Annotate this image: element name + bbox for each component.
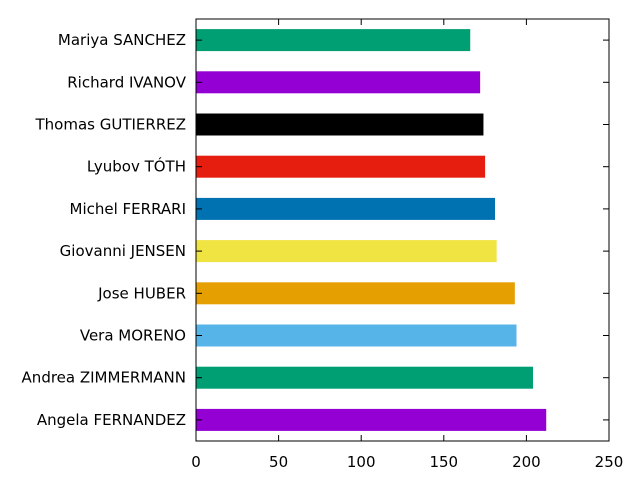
y-tick-label: Giovanni JENSEN xyxy=(60,242,186,260)
x-tick-label: 250 xyxy=(595,453,624,471)
bar xyxy=(196,113,484,136)
x-tick-label: 100 xyxy=(347,453,376,471)
y-tick-label: Jose HUBER xyxy=(97,284,186,302)
bar xyxy=(196,282,515,305)
x-tick-label: 150 xyxy=(429,453,458,471)
bar xyxy=(196,240,497,263)
plot-frame xyxy=(195,18,610,442)
bar xyxy=(196,366,534,389)
bar xyxy=(196,324,517,347)
bar xyxy=(196,197,496,220)
x-tick-label: 0 xyxy=(191,453,201,471)
bar xyxy=(196,155,486,178)
y-tick-label: Angela FERNANDEZ xyxy=(37,411,186,429)
y-tick-label: Michel FERRARI xyxy=(70,200,186,218)
y-tick-label: Vera MORENO xyxy=(80,327,186,345)
x-ticks-group: 0 50 100 150 200 250 xyxy=(191,19,623,471)
x-tick-label: 200 xyxy=(512,453,541,471)
y-tick-label: Mariya SANCHEZ xyxy=(58,31,186,49)
bar xyxy=(196,29,471,52)
y-ticks-group: Mariya SANCHEZ Richard IVANOV Thomas GUTIE… xyxy=(22,31,609,429)
bar xyxy=(196,71,481,94)
bar xyxy=(196,408,547,431)
x-tick-label: 50 xyxy=(269,453,288,471)
y-tick-label: Thomas GUTIERREZ xyxy=(35,116,187,134)
y-tick-label: Andrea ZIMMERMANN xyxy=(22,369,186,387)
bars-group xyxy=(196,29,547,431)
y-tick-label: Lyubov TÓTH xyxy=(87,157,186,176)
y-tick-label: Richard IVANOV xyxy=(67,73,186,91)
